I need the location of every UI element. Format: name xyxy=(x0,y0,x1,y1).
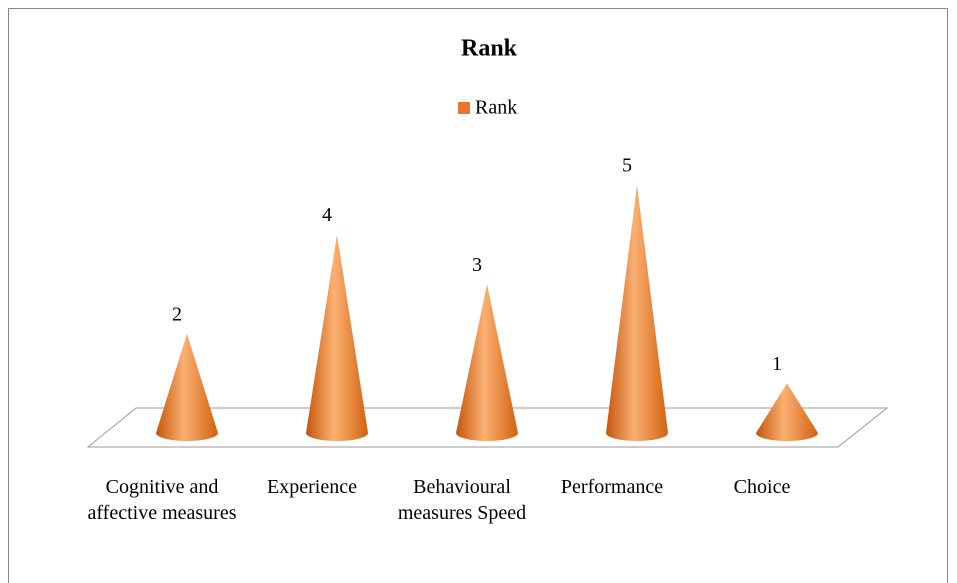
x-tick-label: Cognitive and affective measures xyxy=(87,476,237,524)
data-label: 4 xyxy=(322,204,332,226)
cone xyxy=(456,284,518,441)
x-tick-label: Choice xyxy=(733,476,791,498)
cone xyxy=(156,333,218,441)
x-tick-label: Performance xyxy=(560,476,664,498)
chart-frame xyxy=(8,8,948,583)
legend-swatch xyxy=(458,102,470,114)
data-label: 5 xyxy=(622,155,632,177)
data-label: 3 xyxy=(472,254,482,276)
cone xyxy=(756,383,818,441)
chart-title: Rank xyxy=(461,36,518,62)
data-label: 2 xyxy=(172,303,182,325)
x-tick-label: Experience xyxy=(267,476,357,498)
legend-label: Rank xyxy=(475,97,517,119)
cone xyxy=(606,185,668,441)
cone xyxy=(306,234,368,441)
data-label: 1 xyxy=(772,353,782,375)
x-tick-label: Behavioural measures Speed xyxy=(397,476,527,524)
